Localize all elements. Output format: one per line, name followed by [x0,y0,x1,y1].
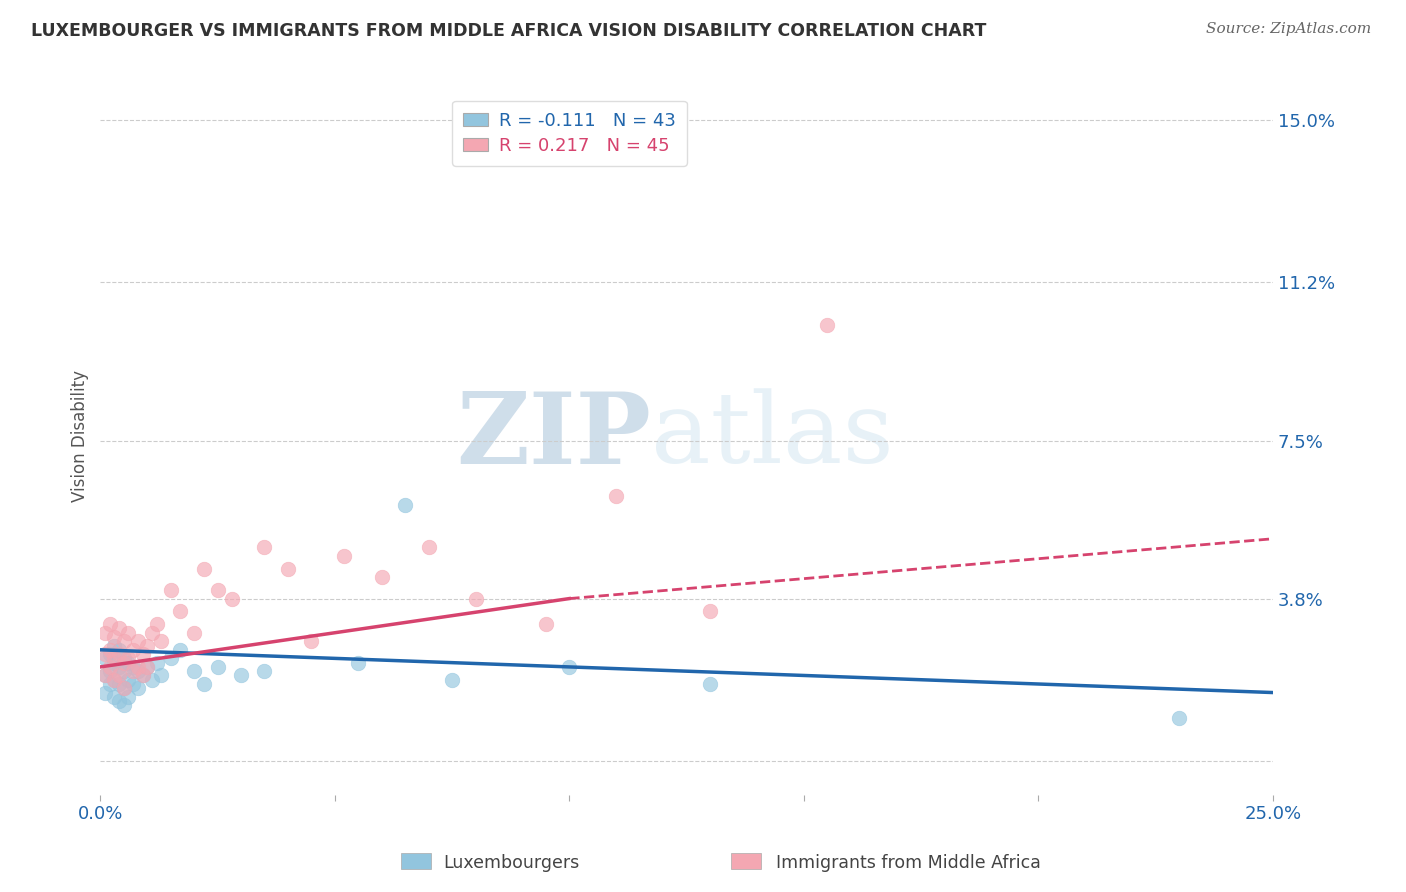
Point [103,673,125,687]
Point [103,639,125,653]
Point [127,634,149,648]
Point [117,690,139,704]
Point [169,604,191,618]
Point [253,664,276,678]
Point [131,647,153,661]
Point [103,673,125,687]
Point [127,681,149,696]
Point [112,656,135,670]
Point [122,660,145,674]
Text: Immigrants from Middle Africa: Immigrants from Middle Africa [776,854,1040,871]
Point [207,660,229,674]
Point [117,651,139,665]
Point [183,625,205,640]
Point [103,656,125,670]
Point [103,690,125,704]
Text: ZIP: ZIP [457,388,651,484]
Point [605,489,627,503]
Point [122,643,145,657]
Legend: R = -0.111   N = 43, R = 0.217   N = 45: R = -0.111 N = 43, R = 0.217 N = 45 [451,101,686,166]
Point [441,673,464,687]
Point [145,656,167,670]
Point [371,570,394,584]
Point [136,660,159,674]
Text: Source: ZipAtlas.com: Source: ZipAtlas.com [1205,22,1371,37]
Point [108,668,131,682]
Point [98,643,121,657]
Point [122,677,145,691]
Point [150,668,173,682]
Point [418,541,440,555]
Point [221,591,243,606]
Point [108,660,131,674]
Point [193,562,215,576]
Point [117,625,139,640]
Point [98,664,121,678]
Point [253,541,276,555]
Point [193,677,215,691]
Point [159,651,181,665]
Point [108,647,131,661]
Point [108,643,131,657]
Point [127,664,149,678]
Text: LUXEMBOURGER VS IMMIGRANTS FROM MIDDLE AFRICA VISION DISABILITY CORRELATION CHAR: LUXEMBOURGER VS IMMIGRANTS FROM MIDDLE A… [31,22,986,40]
Point [98,677,121,691]
Point [131,668,153,682]
Point [94,668,117,682]
Point [150,634,173,648]
Point [333,549,356,563]
Point [159,582,181,597]
Point [127,660,149,674]
Point [103,651,125,665]
Point [169,643,191,657]
Point [534,617,557,632]
Point [108,694,131,708]
Point [117,673,139,687]
Point [141,625,163,640]
Text: atlas: atlas [651,388,894,484]
Point [299,634,322,648]
Point [98,660,121,674]
Point [558,660,581,674]
Point [103,630,125,644]
Point [207,582,229,597]
Point [229,668,252,682]
Point [145,617,167,632]
Point [464,591,486,606]
Point [1168,711,1191,725]
Point [136,639,159,653]
Point [394,498,416,512]
Point [183,664,205,678]
Point [141,673,163,687]
Point [277,562,299,576]
Point [108,677,131,691]
Point [347,656,370,670]
Point [108,622,131,636]
Point [94,668,117,682]
Point [112,698,135,713]
Point [699,604,721,618]
Point [94,647,117,661]
Point [136,660,159,674]
Point [122,664,145,678]
Point [112,634,135,648]
Text: Luxembourgers: Luxembourgers [443,854,579,871]
Point [94,651,117,665]
Point [112,681,135,696]
Point [112,664,135,678]
Point [98,617,121,632]
Point [94,685,117,699]
Point [112,681,135,696]
Point [117,656,139,670]
Point [815,318,838,333]
Point [131,668,153,682]
Point [94,625,117,640]
Y-axis label: Vision Disability: Vision Disability [72,370,89,502]
Point [699,677,721,691]
Point [98,647,121,661]
Point [112,651,135,665]
